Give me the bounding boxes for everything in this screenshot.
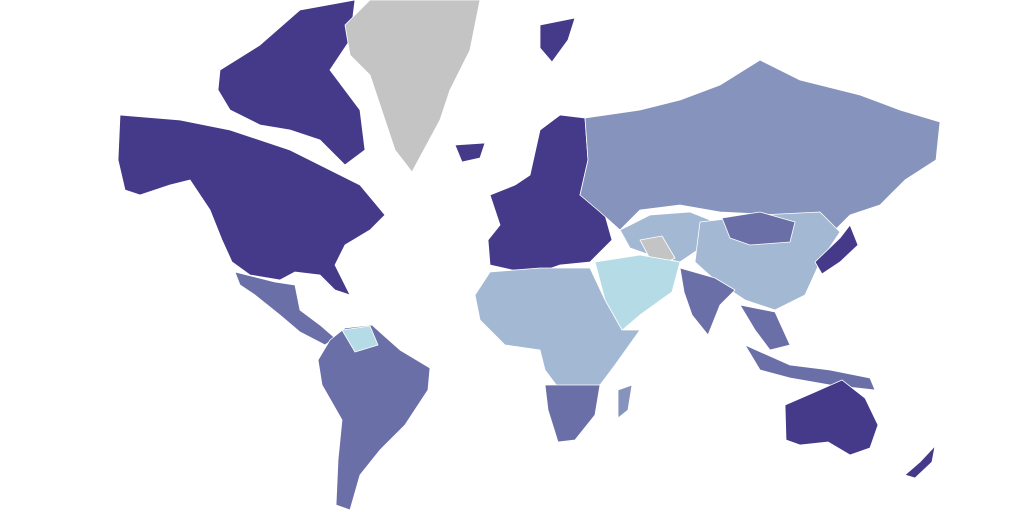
region (217, 0, 366, 166)
region (721, 211, 796, 246)
region (234, 271, 336, 346)
region (317, 324, 431, 511)
region (117, 114, 386, 296)
region (744, 344, 876, 391)
region (487, 114, 613, 273)
region (617, 384, 633, 419)
region (344, 0, 481, 173)
region (784, 379, 879, 456)
region (904, 445, 936, 479)
region (544, 384, 601, 443)
region (679, 267, 736, 336)
region (739, 304, 791, 351)
region (539, 17, 576, 63)
region (579, 59, 941, 231)
region (454, 142, 486, 163)
region (341, 325, 379, 353)
region (814, 224, 859, 275)
